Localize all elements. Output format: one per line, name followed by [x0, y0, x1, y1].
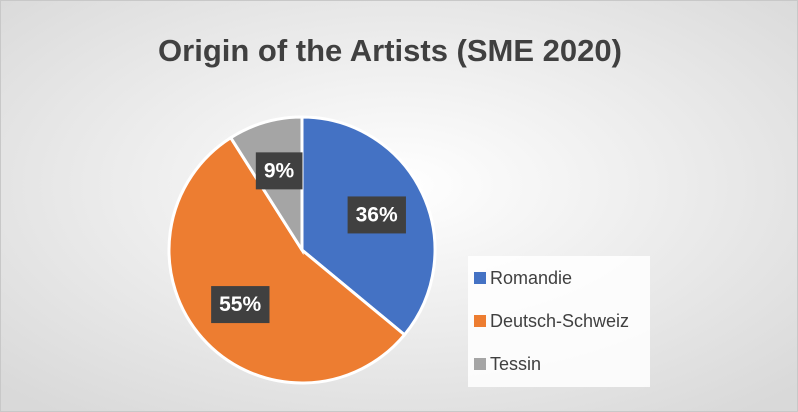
data-label-text: 9% [264, 159, 295, 182]
data-label: 36% [347, 196, 406, 234]
data-label-text: 36% [356, 203, 398, 226]
legend-marker [474, 272, 486, 284]
data-label-box [255, 152, 303, 190]
legend-marker [474, 358, 486, 370]
legend-marker [474, 315, 486, 327]
legend-label: Romandie [490, 268, 572, 288]
data-label: 55% [211, 286, 270, 324]
legend-box [468, 256, 650, 387]
data-label-text: 55% [219, 293, 261, 316]
chart-title: Origin of the Artists (SME 2020) [158, 33, 622, 68]
data-label: 9% [255, 152, 303, 190]
legend-label: Tessin [490, 354, 541, 374]
legend-label: Deutsch-Schweiz [490, 311, 629, 331]
data-label-box [211, 286, 270, 324]
data-label-box [347, 196, 406, 234]
